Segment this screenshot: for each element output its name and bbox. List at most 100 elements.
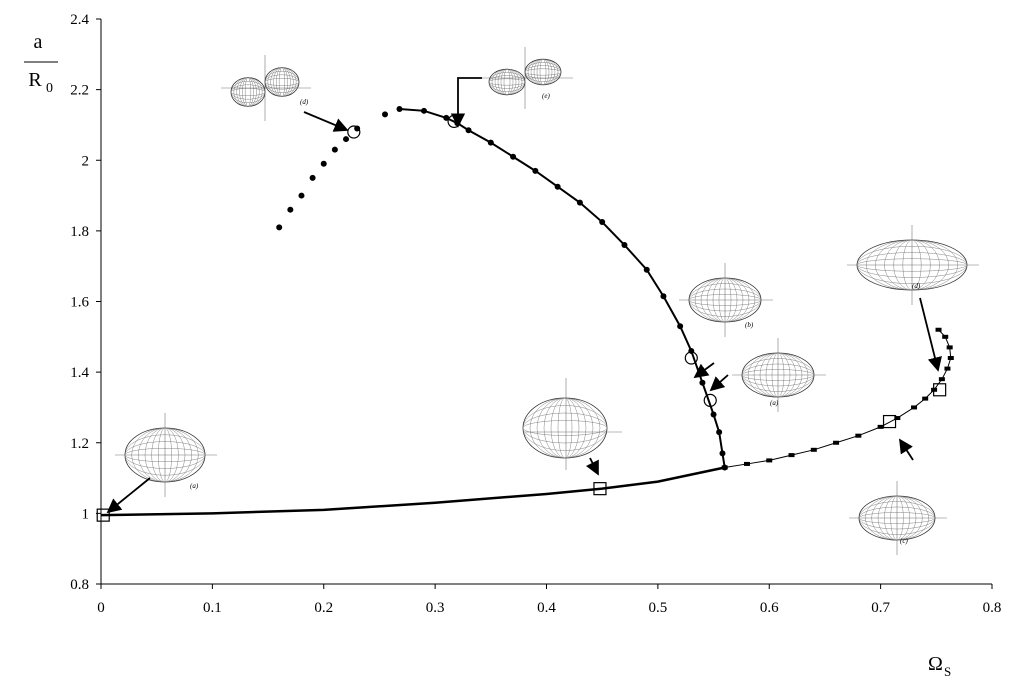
point xyxy=(382,111,389,118)
point xyxy=(510,153,517,160)
x-tick-label: 0.3 xyxy=(426,600,445,616)
marker-circle xyxy=(347,125,361,139)
point xyxy=(331,146,338,153)
inset xyxy=(847,225,979,305)
point xyxy=(721,465,728,470)
inset-wire xyxy=(500,68,514,95)
inset-wire xyxy=(230,84,266,100)
marker-circle xyxy=(447,114,461,129)
inset-wire xyxy=(244,77,252,107)
x-tick-label: 0.5 xyxy=(649,600,668,616)
y-tick-label: 2.4 xyxy=(70,12,89,28)
inset-wire xyxy=(856,246,968,284)
inset-wire xyxy=(233,77,263,107)
inset-wire xyxy=(688,283,762,317)
point xyxy=(420,107,427,114)
point xyxy=(532,167,539,174)
point xyxy=(621,242,628,248)
inset-wire xyxy=(557,397,573,459)
point xyxy=(643,266,650,273)
inset-wire xyxy=(527,59,559,86)
marker-circle xyxy=(684,351,698,365)
inset-wire xyxy=(524,65,562,79)
inset-wire xyxy=(270,67,294,97)
point xyxy=(947,356,954,360)
inset-label: (c) xyxy=(900,537,908,545)
inset-wire xyxy=(550,397,580,459)
inset-wire xyxy=(524,68,562,76)
y-label-denominator: R xyxy=(28,69,42,91)
point xyxy=(810,447,817,452)
y-tick-label: 1.6 xyxy=(70,295,89,311)
inset-shape xyxy=(522,397,608,459)
point xyxy=(894,416,901,421)
inset-label: (a) xyxy=(190,482,199,490)
point xyxy=(396,106,403,113)
data-line xyxy=(100,466,725,517)
x-tick-label: 0.6 xyxy=(760,600,779,616)
inset-wire xyxy=(524,62,562,82)
x-tick-label: 0.4 xyxy=(537,600,556,616)
y-tick-label: 0.8 xyxy=(70,577,89,593)
inset-wire xyxy=(522,412,608,444)
inset-wire xyxy=(694,277,756,323)
arrow xyxy=(899,438,914,461)
inset-wire xyxy=(276,67,288,97)
arrow xyxy=(303,111,349,132)
arrow xyxy=(450,77,482,128)
x-label-sub: S xyxy=(944,664,951,679)
point xyxy=(298,192,305,199)
inset-wire xyxy=(522,420,608,436)
y-tick-label: 1.8 xyxy=(70,224,89,240)
inset xyxy=(732,338,826,412)
marker-circle xyxy=(703,393,717,407)
inset-wire xyxy=(539,59,547,86)
point xyxy=(855,433,862,438)
inset-wire xyxy=(536,59,550,86)
inset-wire xyxy=(236,77,260,107)
point xyxy=(922,396,929,401)
point xyxy=(554,183,561,190)
inset-wire xyxy=(278,67,286,97)
arrow xyxy=(693,362,715,379)
point xyxy=(276,224,283,231)
x-tick-label: 0.2 xyxy=(314,600,333,616)
inset-wire xyxy=(503,68,511,95)
point xyxy=(716,429,723,436)
point xyxy=(487,139,494,146)
inset-shape xyxy=(230,77,266,107)
inset-wire xyxy=(741,358,815,392)
data-line xyxy=(399,108,726,468)
point xyxy=(944,366,951,371)
data-line xyxy=(724,329,952,468)
point xyxy=(688,347,695,354)
inset-wire xyxy=(865,495,929,541)
inset-wire xyxy=(488,75,526,89)
inset xyxy=(679,263,773,337)
inset-wire xyxy=(491,68,523,95)
inset xyxy=(115,413,217,497)
point xyxy=(443,114,450,121)
point xyxy=(833,440,840,445)
x-tick-label: 0.8 xyxy=(983,600,1002,616)
point xyxy=(354,125,361,132)
point xyxy=(343,136,350,143)
point xyxy=(938,377,945,382)
inset-wire xyxy=(264,74,300,90)
inset-wire xyxy=(858,501,936,535)
y-tick-label: 2 xyxy=(82,153,90,169)
point xyxy=(599,219,606,226)
point xyxy=(766,458,773,463)
inset-wire xyxy=(536,397,594,459)
inset xyxy=(522,378,622,470)
inset-shape xyxy=(524,58,562,86)
point xyxy=(946,345,953,350)
point xyxy=(877,424,884,429)
inset-wire xyxy=(530,59,556,86)
x-tick-label: 0 xyxy=(97,600,105,616)
y-label-denominator-sub: 0 xyxy=(46,81,53,96)
inset-wire xyxy=(131,427,199,483)
point xyxy=(935,327,942,332)
point xyxy=(576,199,583,206)
